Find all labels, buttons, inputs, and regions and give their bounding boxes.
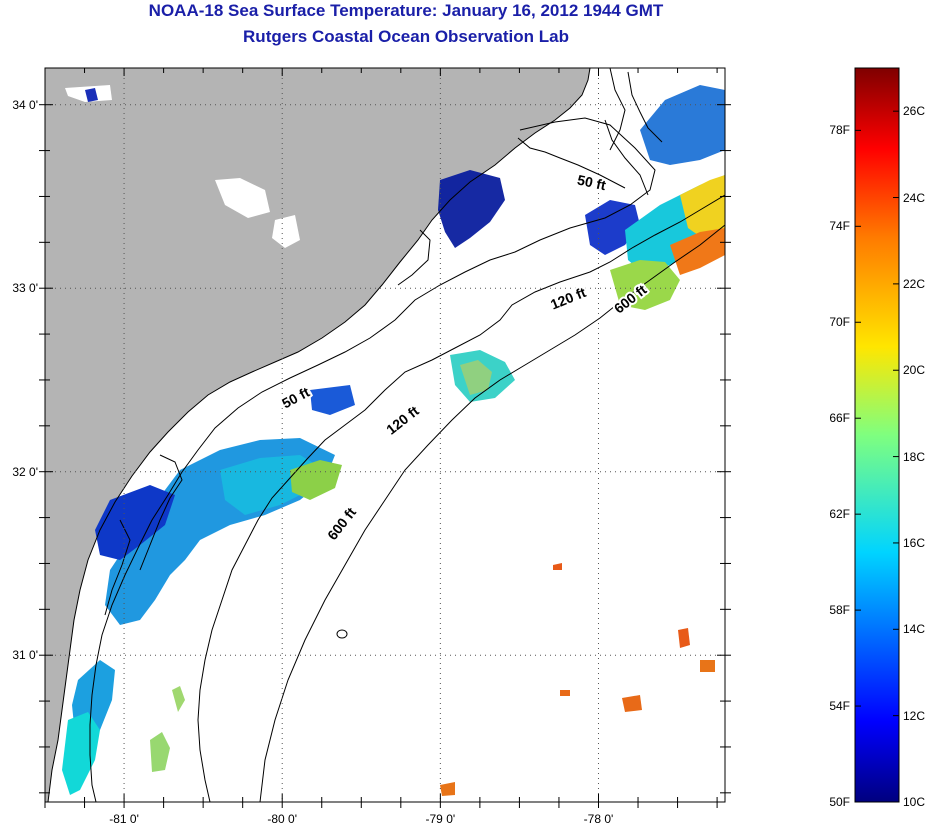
fahrenheit-label: 70F — [829, 315, 850, 330]
fahrenheit-label: 62F — [829, 507, 850, 522]
celsius-label: 22C — [903, 276, 926, 291]
celsius-label: 20C — [903, 363, 926, 378]
coastline — [47, 68, 663, 802]
fahrenheit-label: 78F — [829, 123, 850, 138]
celsius-label: 10C — [903, 795, 926, 809]
grid-lines — [45, 68, 725, 802]
contour-120ft — [197, 194, 725, 802]
lon-tick-label: -79 0' — [425, 812, 456, 826]
contour-600ft — [259, 224, 725, 802]
celsius-label: 18C — [903, 449, 926, 464]
fahrenheit-label: 50F — [829, 795, 850, 809]
map-title: NOAA-18 Sea Surface Temperature: January… — [148, 1, 664, 20]
lat-tick-label: 33 0' — [12, 281, 38, 296]
lat-tick-label: 34 0' — [12, 97, 38, 112]
celsius-label: 24C — [903, 190, 926, 205]
lat-tick-label: 32 0' — [12, 464, 38, 479]
fahrenheit-label: 58F — [829, 603, 850, 618]
fahrenheit-label: 54F — [829, 699, 850, 714]
sst-data-layer — [62, 85, 725, 796]
land-mass — [45, 68, 590, 802]
map-frame — [44, 67, 726, 803]
lon-tick-label: -80 0' — [267, 812, 298, 826]
celsius-label: 14C — [903, 622, 926, 637]
depth-contours — [89, 117, 725, 802]
fahrenheit-label: 66F — [829, 411, 850, 426]
lat-tick-label: 31 0' — [12, 648, 38, 663]
contour-label: 50 ft — [576, 172, 608, 194]
fahrenheit-label: 74F — [829, 219, 850, 234]
celsius-label: 26C — [903, 104, 926, 119]
lon-tick-label: -81 0' — [109, 812, 139, 826]
lon-tick-label: -78 0' — [583, 812, 614, 826]
celsius-label: 12C — [903, 708, 926, 723]
celsius-label: 16C — [903, 535, 926, 550]
axis-ticks — [39, 68, 731, 808]
map-subtitle: Rutgers Coastal Ocean Observation Lab — [243, 27, 569, 46]
